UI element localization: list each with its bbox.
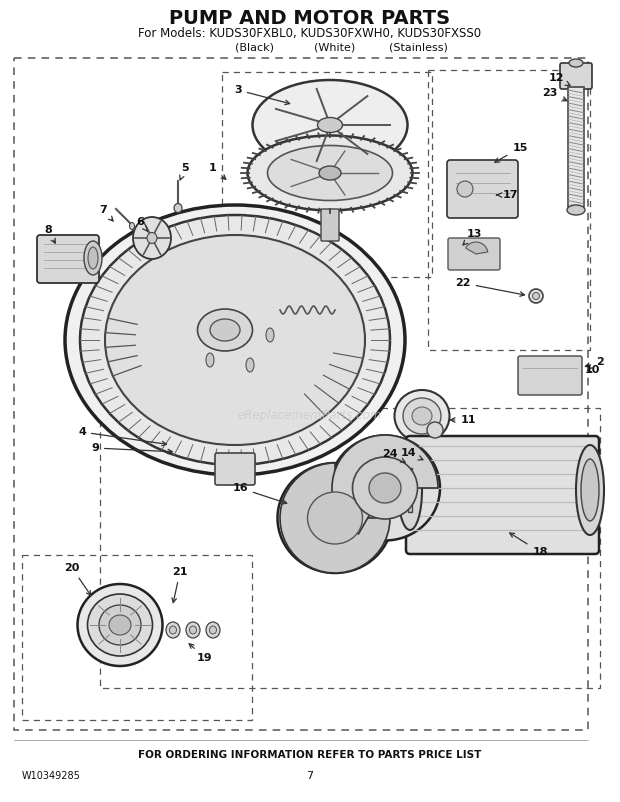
Text: PUMP AND MOTOR PARTS: PUMP AND MOTOR PARTS [169, 9, 451, 27]
Text: 11: 11 [451, 415, 476, 425]
Ellipse shape [99, 605, 141, 645]
Ellipse shape [567, 205, 585, 215]
Ellipse shape [457, 181, 473, 197]
Ellipse shape [198, 309, 252, 351]
Bar [222, 72, 432, 277]
Text: 14: 14 [400, 448, 423, 460]
Text: (Stainless): (Stainless) [389, 42, 448, 52]
Text: 7: 7 [99, 205, 113, 221]
Ellipse shape [186, 622, 200, 638]
Text: 21: 21 [172, 567, 188, 602]
Ellipse shape [533, 293, 539, 299]
Text: 9: 9 [91, 443, 172, 454]
Wedge shape [280, 463, 390, 573]
Text: 1: 1 [209, 163, 226, 180]
Text: 10: 10 [584, 365, 600, 375]
Text: 3: 3 [234, 85, 290, 104]
Ellipse shape [105, 235, 365, 445]
FancyBboxPatch shape [560, 63, 592, 89]
FancyBboxPatch shape [568, 87, 584, 207]
Text: 12: 12 [548, 73, 570, 85]
Bar [22, 555, 252, 720]
Text: 16: 16 [232, 483, 286, 504]
Text: 17: 17 [497, 190, 518, 200]
Ellipse shape [330, 435, 440, 541]
FancyBboxPatch shape [321, 209, 339, 241]
Ellipse shape [267, 145, 392, 200]
Text: 8: 8 [44, 225, 55, 243]
FancyBboxPatch shape [448, 238, 500, 270]
Ellipse shape [569, 59, 583, 67]
FancyBboxPatch shape [215, 453, 255, 485]
Text: eReplacementParts.com: eReplacementParts.com [238, 408, 382, 422]
FancyBboxPatch shape [447, 160, 518, 218]
Bar [14, 58, 588, 730]
Text: 15: 15 [495, 143, 528, 162]
Bar [100, 408, 600, 688]
Text: 13: 13 [463, 229, 482, 245]
Text: (Black): (Black) [236, 42, 275, 52]
FancyBboxPatch shape [406, 436, 599, 554]
Ellipse shape [87, 594, 153, 656]
Ellipse shape [84, 241, 102, 275]
Ellipse shape [169, 626, 177, 634]
Ellipse shape [206, 622, 220, 638]
Ellipse shape [398, 450, 422, 530]
Ellipse shape [78, 584, 162, 666]
FancyBboxPatch shape [408, 468, 412, 512]
Ellipse shape [130, 222, 135, 229]
Text: 22: 22 [455, 278, 525, 296]
Ellipse shape [412, 407, 432, 425]
Ellipse shape [206, 353, 214, 367]
Ellipse shape [190, 626, 197, 634]
Ellipse shape [252, 80, 407, 170]
Text: 18: 18 [510, 533, 547, 557]
Ellipse shape [317, 118, 342, 132]
Ellipse shape [166, 622, 180, 638]
Wedge shape [466, 242, 488, 254]
Ellipse shape [133, 217, 171, 259]
Text: 4: 4 [78, 427, 167, 446]
FancyBboxPatch shape [37, 235, 99, 283]
Ellipse shape [529, 289, 543, 303]
Text: 23: 23 [542, 88, 567, 101]
Text: (White): (White) [314, 42, 356, 52]
Text: W10349285: W10349285 [22, 771, 81, 781]
Ellipse shape [88, 247, 98, 269]
Text: 24: 24 [382, 449, 405, 462]
Ellipse shape [576, 445, 604, 535]
Wedge shape [332, 435, 438, 534]
Ellipse shape [247, 136, 412, 210]
Ellipse shape [369, 473, 401, 503]
Ellipse shape [319, 166, 341, 180]
Ellipse shape [80, 215, 390, 465]
Ellipse shape [210, 319, 240, 341]
Text: FOR ORDERING INFORMATION REFER TO PARTS PRICE LIST: FOR ORDERING INFORMATION REFER TO PARTS … [138, 750, 482, 760]
Ellipse shape [353, 457, 417, 519]
Ellipse shape [278, 463, 392, 573]
Ellipse shape [109, 615, 131, 635]
Ellipse shape [246, 358, 254, 372]
Ellipse shape [174, 204, 182, 213]
Ellipse shape [65, 205, 405, 475]
Ellipse shape [147, 233, 157, 244]
Text: 5: 5 [180, 163, 189, 180]
Ellipse shape [308, 492, 363, 544]
Ellipse shape [210, 626, 216, 634]
Ellipse shape [266, 328, 274, 342]
Text: For Models: KUDS30FXBL0, KUDS30FXWH0, KUDS30FXSS0: For Models: KUDS30FXBL0, KUDS30FXWH0, KU… [138, 26, 482, 39]
Text: 19: 19 [189, 644, 213, 663]
Text: 6: 6 [136, 217, 148, 232]
Ellipse shape [394, 390, 450, 442]
Ellipse shape [427, 422, 443, 438]
Text: 2: 2 [585, 357, 604, 367]
Bar [428, 70, 590, 350]
Text: 20: 20 [64, 563, 91, 595]
FancyBboxPatch shape [518, 356, 582, 395]
Ellipse shape [581, 459, 599, 521]
Text: 7: 7 [306, 771, 314, 781]
Ellipse shape [403, 398, 441, 434]
